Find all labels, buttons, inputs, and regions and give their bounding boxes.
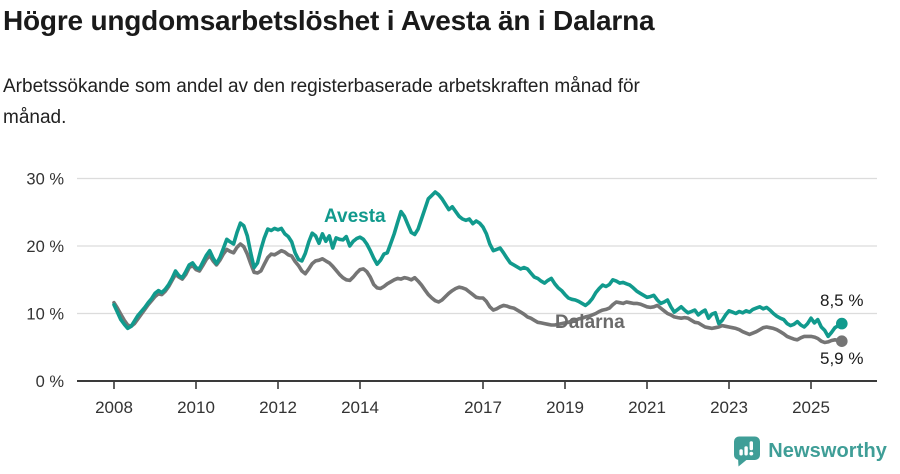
- x-axis-tick-label: 2012: [259, 398, 297, 417]
- y-axis-tick-label: 10 %: [26, 306, 64, 324]
- series-label-avesta: Avesta: [324, 206, 386, 227]
- newsworthy-logo: Newsworthy: [733, 436, 887, 467]
- end-value-label-avesta: 8,5 %: [820, 291, 864, 310]
- x-axis-tick-label: 2021: [628, 398, 666, 417]
- x-axis-tick-label: 2023: [710, 398, 748, 417]
- x-axis-tick-label: 2014: [341, 398, 379, 417]
- x-axis-tick-label: 2017: [464, 398, 502, 417]
- x-axis-tick-label: 2008: [95, 398, 133, 417]
- y-axis-tick-label: 30 %: [26, 171, 64, 189]
- y-axis-tick-label: 0 %: [36, 373, 65, 391]
- series-label-dalarna: Dalarna: [555, 312, 625, 333]
- avesta-endpoint-dot: [836, 317, 848, 330]
- speech-bubble-bar-chart-icon: [734, 436, 761, 467]
- dalarna-line: [112, 242, 844, 345]
- y-axis-tick-label: 20 %: [26, 238, 64, 256]
- x-axis-tick-label: 2025: [792, 398, 830, 417]
- avesta-line: [112, 190, 844, 339]
- dalarna-endpoint-dot: [836, 335, 848, 348]
- end-value-label-dalarna: 5,9 %: [820, 349, 864, 368]
- page-title: Högre ungdomsarbetslöshet i Avesta än i …: [3, 5, 655, 36]
- x-axis-tick-label: 2019: [546, 398, 584, 417]
- brand-name: Newsworthy: [768, 440, 887, 462]
- chart-subtitle: Arbetssökande som andel av den registerb…: [3, 76, 640, 129]
- x-axis-tick-label: 2010: [177, 398, 215, 417]
